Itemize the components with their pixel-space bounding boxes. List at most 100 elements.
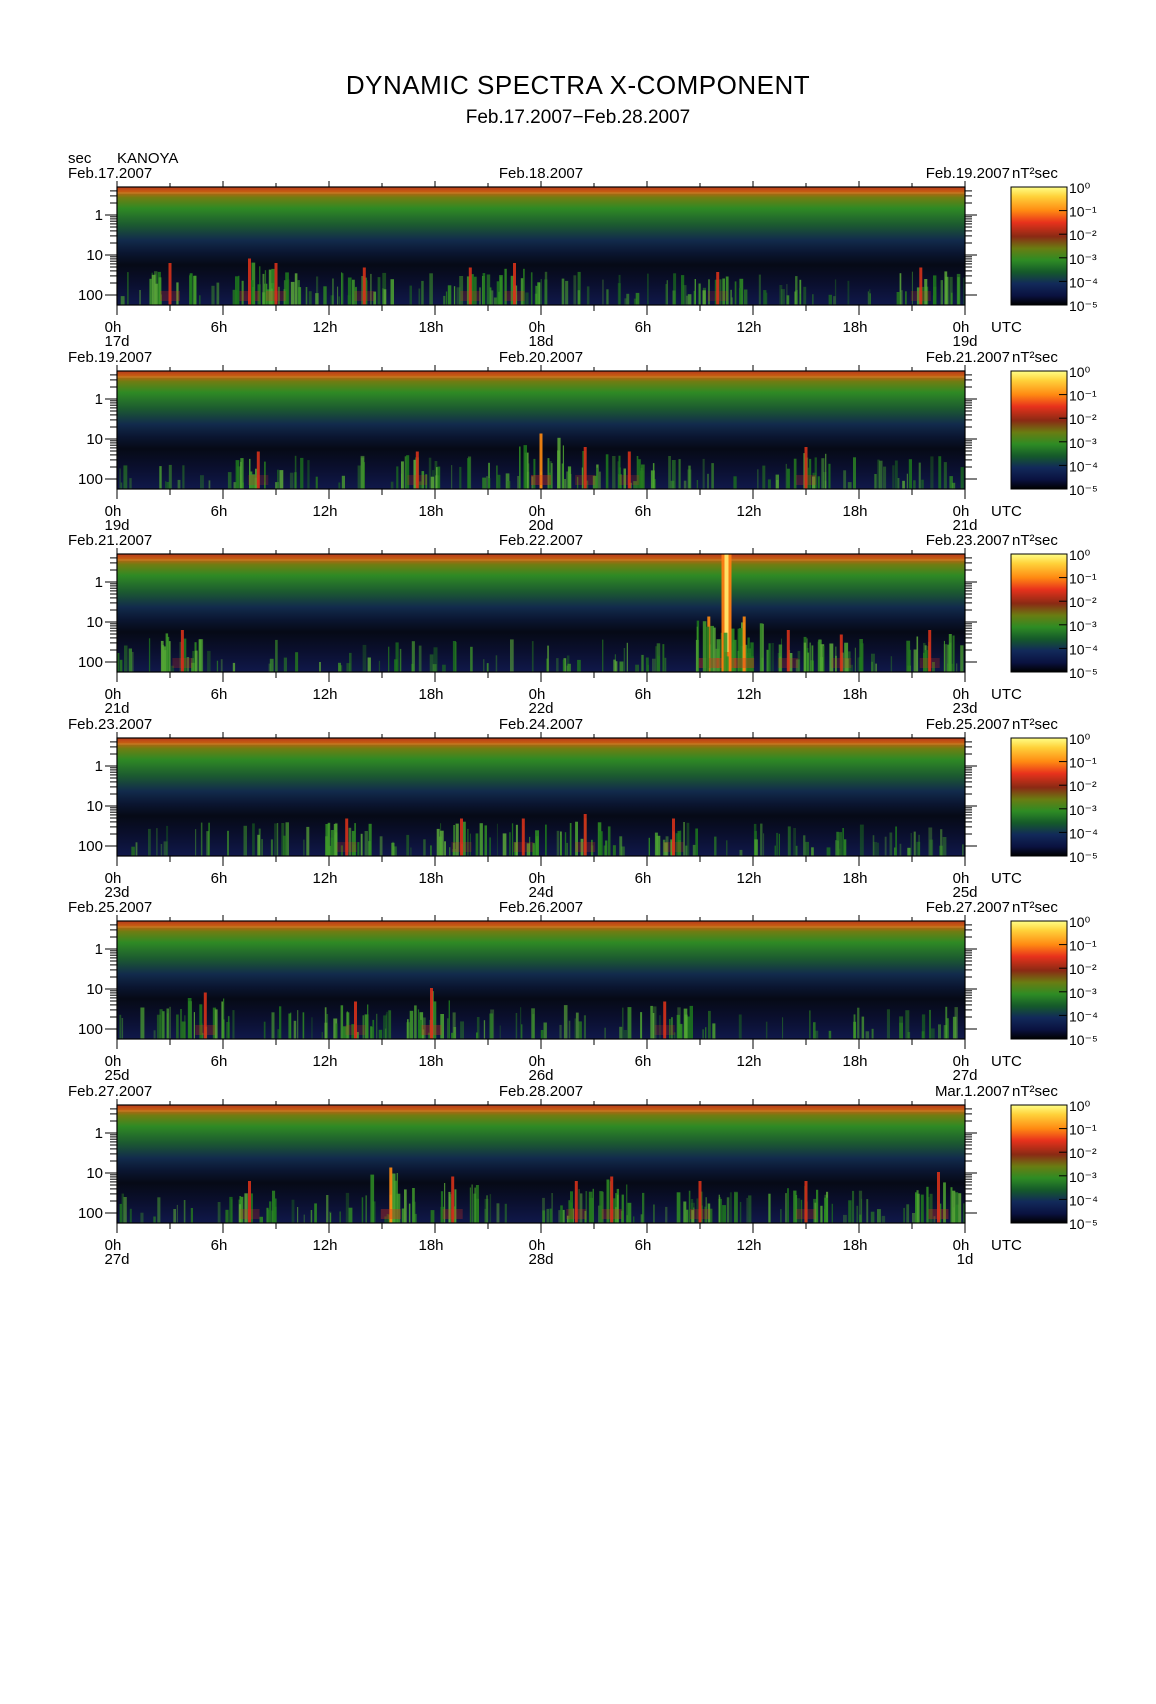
day-label: 25d [952,884,977,901]
activity-event [618,451,655,489]
y-tick-label: 1 [95,758,103,775]
time-unit-label: UTC [991,686,1022,703]
day-label: 20d [528,517,553,534]
colorbar-tick-label: 10⁻⁵ [1069,298,1098,314]
x-tick-label: 6h [635,686,652,703]
colorbar-tick-label: 10⁻² [1069,961,1097,977]
colorbar-tick-label: 10⁻⁵ [1069,665,1098,681]
y-tick-label: 10 [86,614,103,631]
x-tick-label: 12h [736,870,761,887]
x-tick-label: 0h [105,1237,122,1254]
page-subtitle: Feb.17.2007−Feb.28.2007 [465,107,691,128]
y-tick-label: 100 [78,1205,103,1222]
y-tick-label: 1 [95,574,103,591]
x-tick-label: 6h [211,686,228,703]
activity-event [786,447,831,489]
panel-start-date: Feb.27.2007 [68,1083,152,1100]
colorbar-tick-label: 10⁻² [1069,227,1097,243]
activity-event [564,814,611,856]
activity-event [225,1181,277,1223]
colorbar-tick-label: 10⁻³ [1069,802,1097,818]
colorbar-tick-label: 10⁻⁴ [1069,458,1098,474]
y-tick-label: 10 [86,981,103,998]
activity-event [906,630,955,672]
activity-event [766,630,814,672]
x-tick-label: 12h [736,686,761,703]
page-title: DYNAMIC SPECTRA X-COMPONENT [345,70,811,100]
colorbar-tick-label: 10⁻⁵ [1069,1216,1098,1232]
x-tick-label: 6h [211,319,228,336]
x-tick-label: 18h [418,686,443,703]
panel-mid-date: Feb.28.2007 [499,1083,583,1100]
colorbar: 10⁰ 10⁻¹ 10⁻² 10⁻³ 10⁻⁴ 10⁻⁵ [1010,547,1098,681]
colorbar-unit-label: nT²sec [1012,532,1058,549]
x-tick-label: 18h [842,686,867,703]
colorbar-tick-label: 10⁻² [1069,778,1097,794]
activity-event [160,630,202,672]
x-tick-label: 12h [312,503,337,520]
x-tick-label: 18h [418,1053,443,1070]
x-tick-label: 6h [211,1237,228,1254]
panel-start-date: Feb.23.2007 [68,716,152,733]
y-unit-label: sec [68,150,92,167]
activity-event [407,988,450,1039]
x-tick-label: 12h [312,1237,337,1254]
time-unit-label: UTC [991,1237,1022,1254]
activity-event [723,616,764,672]
panel-end-date: Feb.21.2007 [926,349,1010,366]
panel-end-date: Feb.27.2007 [926,899,1010,916]
x-tick-label: 18h [842,503,867,520]
colorbar-tick-label: 10⁻⁵ [1069,482,1098,498]
colorbar-tick-label: 10⁻⁴ [1069,825,1098,841]
x-tick-label: 6h [211,870,228,887]
day-label: 21d [952,517,977,534]
spectrum-activity [117,192,965,305]
activity-event [496,263,541,305]
colorbar: 10⁰ 10⁻¹ 10⁻² 10⁻³ 10⁻⁴ 10⁻⁵ [1010,914,1098,1048]
colorbar-tick-label: 10⁻¹ [1069,938,1097,954]
x-tick-label: 18h [842,319,867,336]
colorbar-tick-label: 10⁻¹ [1069,204,1097,220]
y-tick-label: 10 [86,798,103,815]
y-tick-label: 10 [86,247,103,264]
colorbar: 10⁰ 10⁻¹ 10⁻² 10⁻³ 10⁻⁴ 10⁻⁵ [1010,364,1098,498]
colorbar-tick-label: 10⁻² [1069,411,1097,427]
colorbar-tick-label: 10⁻⁴ [1069,641,1098,657]
x-tick-label: 0h [105,1053,122,1070]
colorbar-tick-label: 10⁻³ [1069,985,1097,1001]
activity-event [181,992,225,1039]
colorbar-tick-label: 10⁰ [1069,547,1091,563]
activity-event [592,1176,632,1223]
activity-event [370,1167,415,1223]
x-tick-label: 0h [953,686,970,703]
colorbar-tick-label: 10⁻⁴ [1069,1008,1098,1024]
colorbar-tick-label: 10⁰ [1069,914,1091,930]
colorbar-tick-label: 10⁻⁵ [1069,849,1098,865]
spectrum-background [117,1105,965,1223]
time-unit-label: UTC [991,870,1022,887]
colorbar-tick-label: 10⁻³ [1069,435,1097,451]
y-tick-label: 1 [95,207,103,224]
colorbar-tick-label: 10⁻⁴ [1069,274,1098,290]
panel-mid-date: Feb.26.2007 [499,899,583,916]
time-unit-label: UTC [991,503,1022,520]
activity-event [502,818,547,856]
x-tick-label: 12h [736,319,761,336]
y-tick-label: 10 [86,431,103,448]
activity-event [235,451,284,489]
colorbar-tick-label: 10⁻³ [1069,1169,1097,1185]
activity-event [430,1176,479,1223]
day-label: 1d [957,1251,974,1268]
x-tick-label: 18h [418,503,443,520]
day-label: 19d [104,517,129,534]
activity-event [561,447,609,489]
x-tick-label: 18h [418,1237,443,1254]
spectrum-activity [117,554,965,672]
panel-mid-date: Feb.22.2007 [499,532,583,549]
activity-event [648,818,698,856]
